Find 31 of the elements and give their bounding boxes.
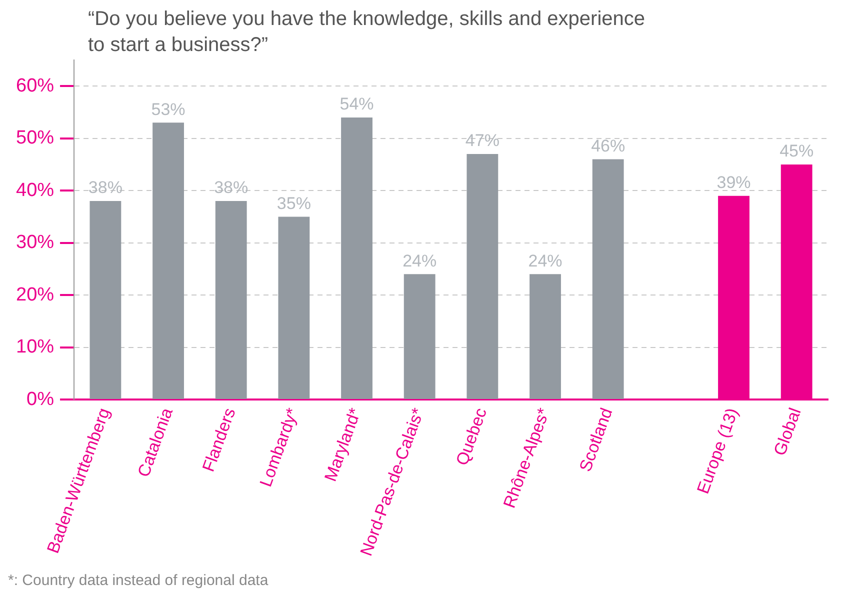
data-label: 54% <box>340 94 374 114</box>
bar <box>278 216 310 400</box>
x-tick-label: Europe (13) <box>693 405 742 496</box>
chart-title: “Do you believe you have the knowledge, skills and experience to start a business?” <box>88 7 646 58</box>
bar <box>215 201 247 400</box>
bar <box>152 122 184 400</box>
y-tick-label: 40% <box>16 180 54 201</box>
bar <box>404 274 436 400</box>
data-label: 39% <box>716 173 751 192</box>
y-tick-label: 50% <box>16 128 54 149</box>
y-tick-label: 10% <box>16 336 54 358</box>
x-tick-label: Global <box>770 405 805 458</box>
data-label: 47% <box>465 131 500 150</box>
bar <box>466 154 498 400</box>
data-label: 53% <box>151 100 186 119</box>
y-tick-label: 30% <box>16 232 54 254</box>
data-label: 24% <box>402 251 437 270</box>
data-label: 24% <box>528 251 562 270</box>
y-tick-label: 20% <box>16 284 54 306</box>
data-label: 46% <box>591 136 626 156</box>
bar <box>592 159 624 400</box>
text: *: Country data instead of regional data <box>8 572 268 589</box>
bar <box>90 201 122 400</box>
data-label: 38% <box>214 178 248 198</box>
data-label: 45% <box>780 142 814 161</box>
bar <box>341 117 372 400</box>
data-label: 35% <box>276 194 311 213</box>
data-label: 38% <box>88 178 122 198</box>
bar <box>530 274 561 400</box>
y-tick-label: 0% <box>26 388 54 410</box>
y-tick-label: 60% <box>16 75 54 96</box>
